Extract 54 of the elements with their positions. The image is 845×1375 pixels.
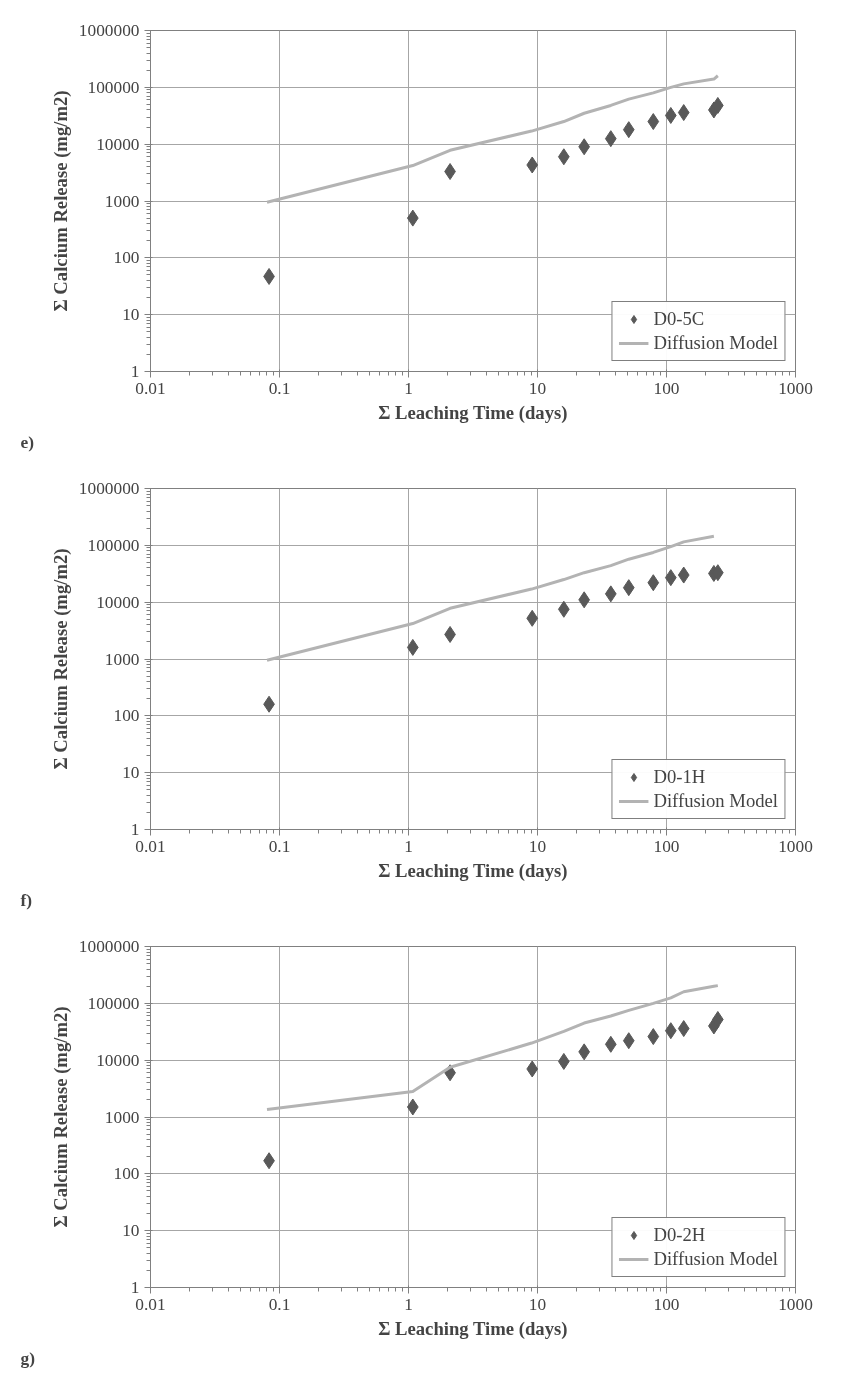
y-tick-label: 1000 (104, 191, 140, 211)
y-tick-label: 1 (130, 362, 140, 381)
x-tick-label: 100 (653, 378, 680, 398)
x-tick-label: 1 (404, 378, 413, 398)
x-tick-label: 1000 (778, 836, 813, 856)
x-tick-label: 1 (404, 836, 413, 856)
text: f) (20, 890, 33, 910)
text: g) (20, 1348, 36, 1368)
y-tick-label: 100 (113, 1164, 140, 1184)
x-tick-label: 10 (528, 378, 547, 398)
x-tick-label: 0.1 (268, 378, 291, 398)
legend-label: Diffusion Model (653, 790, 778, 812)
y-tick-label: 10000 (96, 134, 140, 154)
y-tick-label: 100000 (87, 993, 140, 1013)
y-tick-label: 1000000 (78, 937, 140, 956)
legend-label: D0-2H (653, 1224, 706, 1246)
text: e) (20, 432, 35, 452)
y-tick-label: 10 (122, 305, 140, 325)
x-tick-label: 0.01 (135, 1294, 166, 1314)
x-tick-label: 1000 (778, 1294, 813, 1314)
legend-label: Diffusion Model (653, 1248, 778, 1270)
x-tick-label: 0.01 (135, 836, 166, 856)
y-tick-label: 1000000 (78, 21, 140, 40)
y-tick-label: 100 (113, 248, 140, 268)
x-axis-title: Σ Leaching Time (days) (378, 401, 568, 424)
y-axis-title: Σ Calcium Release (mg/m2) (49, 1006, 72, 1228)
x-tick-label: 10 (528, 1294, 547, 1314)
legend-label: D0-5C (653, 308, 705, 330)
x-tick-label: 100 (653, 1294, 680, 1314)
x-tick-label: 1000 (778, 378, 813, 398)
x-tick-label: 0.1 (268, 836, 291, 856)
y-tick-label: 1000 (104, 1107, 140, 1127)
y-axis-title: Σ Calcium Release (mg/m2) (49, 548, 72, 770)
x-tick-label: 10 (528, 836, 547, 856)
x-axis-title: Σ Leaching Time (days) (378, 859, 568, 882)
x-tick-label: 100 (653, 836, 680, 856)
y-tick-label: 1000 (104, 649, 140, 669)
y-tick-label: 10000 (96, 1050, 140, 1070)
y-tick-label: 100000 (87, 535, 140, 555)
y-tick-label: 10000 (96, 592, 140, 612)
x-axis-title: Σ Leaching Time (days) (378, 1317, 568, 1340)
legend-label: D0-1H (653, 766, 706, 788)
y-tick-label: 10 (122, 1221, 140, 1241)
legend-label: Diffusion Model (653, 332, 778, 354)
y-tick-label: 100000 (87, 77, 140, 97)
y-tick-label: 1000000 (78, 479, 140, 498)
y-tick-label: 1 (130, 1278, 140, 1297)
y-tick-label: 100 (113, 706, 140, 726)
y-tick-label: 1 (130, 820, 140, 839)
y-axis-title: Σ Calcium Release (mg/m2) (49, 90, 72, 312)
x-tick-label: 0.1 (268, 1294, 291, 1314)
x-tick-label: 0.01 (135, 378, 166, 398)
y-tick-label: 10 (122, 763, 140, 783)
x-tick-label: 1 (404, 1294, 413, 1314)
